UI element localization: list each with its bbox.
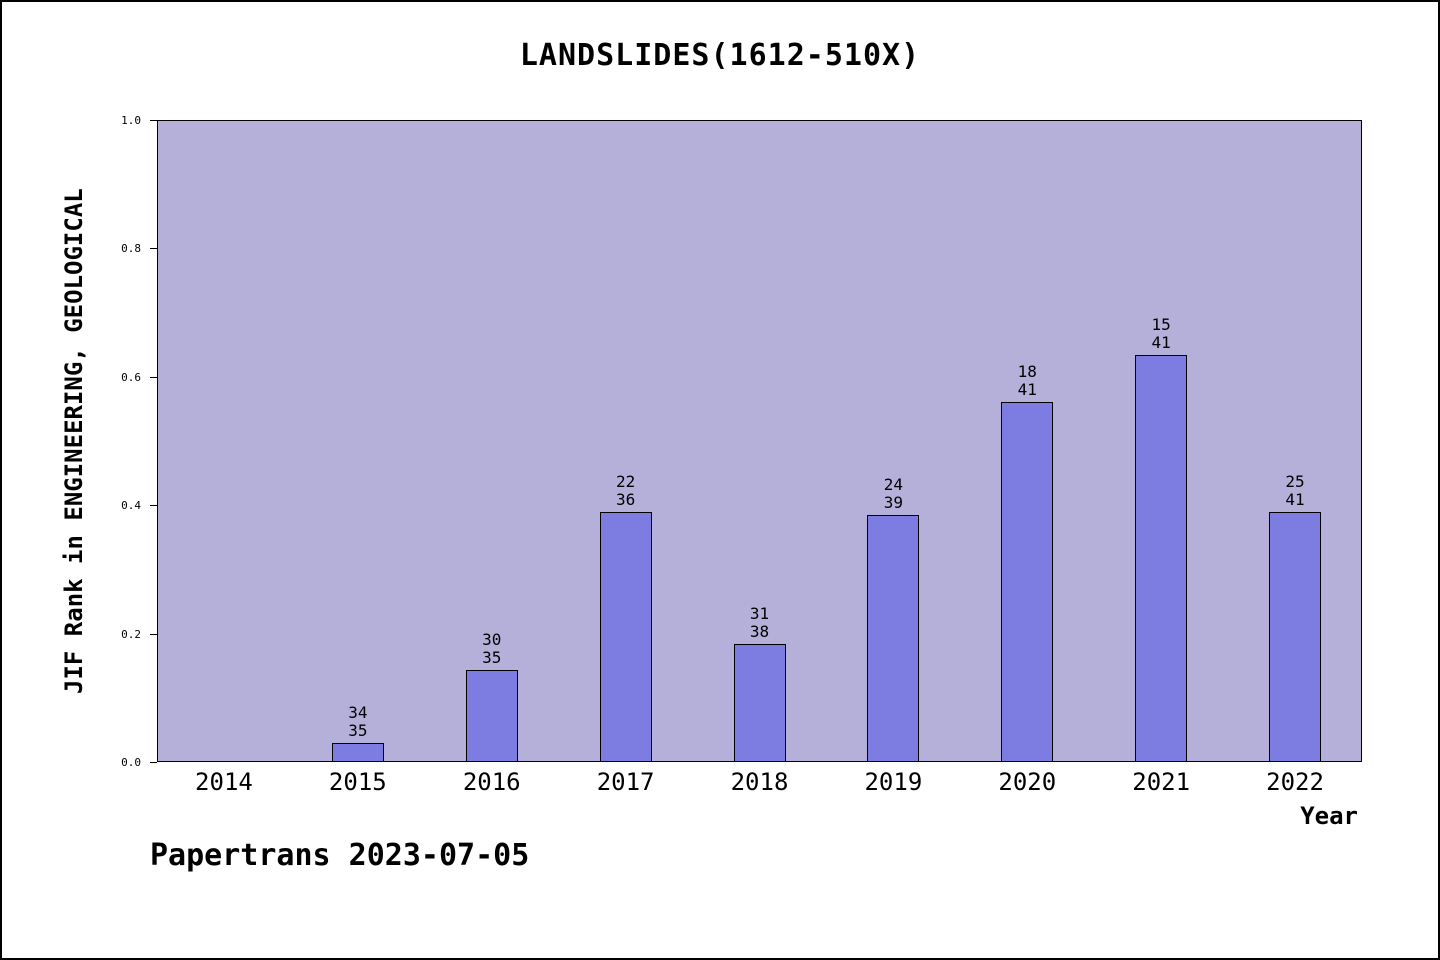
bar-2018: [733, 643, 786, 762]
x-tick-label: 2022: [1266, 768, 1324, 796]
bar-2022: [1269, 511, 1322, 762]
x-tick-label: 2020: [998, 768, 1057, 796]
x-tick-label: 2015: [328, 768, 387, 796]
bar-2019: [867, 514, 920, 762]
bar-value-label: 24 39: [883, 474, 904, 512]
y-tick-label: 0.4: [121, 499, 141, 513]
y-tick-label: 0.2: [121, 627, 141, 641]
footer-text: Papertrans 2023-07-05: [150, 838, 530, 873]
y-axis-label: JIF Rank in ENGINEERING, GEOLOGICAL: [60, 188, 88, 694]
bar-value-label: 25 41: [1285, 471, 1305, 509]
bar-value-label: 15 41: [1151, 314, 1171, 352]
bar-2016: [465, 670, 518, 762]
chart-title: LANDSLIDES(1612-510X): [519, 38, 921, 73]
bar-2017: [599, 512, 652, 762]
y-tick-mark: [150, 762, 157, 763]
y-tick-mark: [150, 120, 157, 121]
y-tick-label: 0.6: [121, 370, 141, 384]
bar-2015: [331, 743, 384, 762]
x-tick-label: 2021: [1132, 768, 1191, 796]
y-tick-label: 1.0: [121, 114, 141, 127]
x-axis-label: Year: [1300, 802, 1358, 830]
y-tick-label: 0.8: [121, 242, 141, 256]
bar-value-label: 34 35: [348, 703, 368, 741]
bar-2021: [1135, 354, 1188, 762]
x-tick-label: 2014: [195, 768, 253, 796]
y-tick-mark: [150, 505, 157, 507]
bar-value-label: 31 38: [749, 603, 770, 641]
x-tick-label: 2018: [730, 768, 789, 796]
x-tick-label: 2019: [864, 768, 923, 796]
x-tick-label: 2016: [462, 768, 521, 796]
x-tick-label: 2017: [596, 768, 655, 796]
bar-value-label: 22 36: [615, 472, 636, 510]
y-tick-label: 0.0: [121, 756, 141, 769]
y-tick-mark: [150, 376, 157, 378]
bar-value-label: 30 35: [482, 630, 502, 668]
bar-value-label: 18 41: [1017, 361, 1037, 399]
y-tick-mark: [150, 248, 157, 250]
bar-2020: [1001, 401, 1054, 762]
y-tick-mark: [150, 633, 157, 635]
